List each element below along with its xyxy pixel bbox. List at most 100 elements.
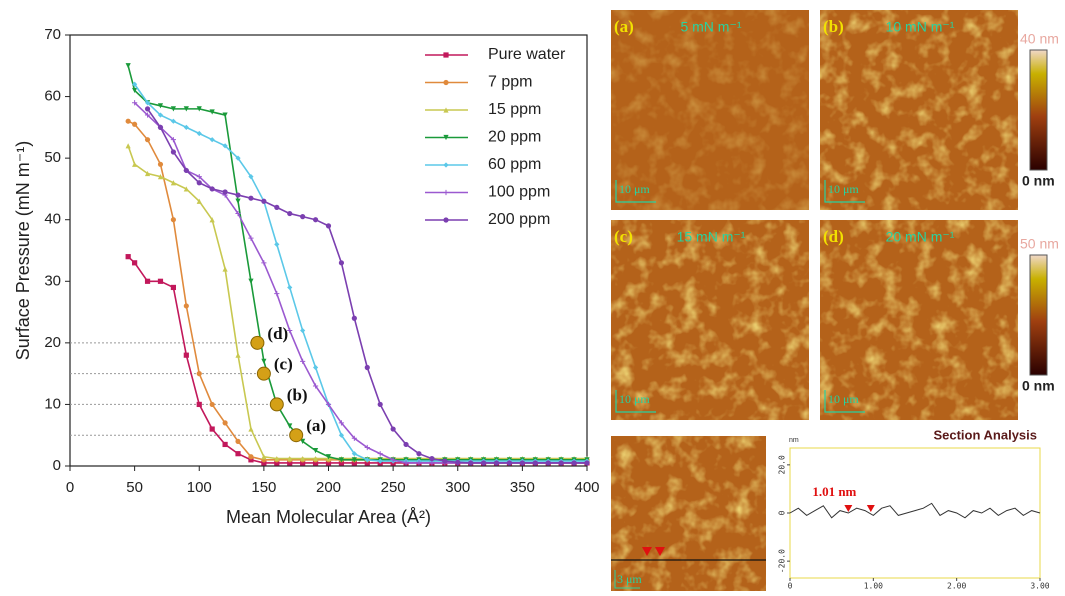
marker [545, 460, 551, 466]
marker [183, 186, 189, 192]
marker [248, 235, 254, 241]
pressure-label: 20 mN m⁻¹ [886, 229, 955, 245]
marker [248, 278, 254, 284]
scale-bar [614, 570, 640, 589]
marker [338, 260, 345, 266]
marker [261, 198, 267, 204]
marker [235, 155, 241, 161]
marker [261, 460, 267, 466]
marker [157, 112, 164, 118]
marker [196, 371, 202, 377]
pressure-label: 5 mN m⁻¹ [680, 19, 741, 35]
x-tick-label: 0 [788, 582, 793, 591]
marker [209, 186, 215, 192]
marker [274, 456, 280, 462]
pressure-label: 15 mN m⁻¹ [677, 229, 746, 245]
marker [493, 460, 500, 466]
marker [390, 457, 396, 463]
legend-label: Pure water [488, 46, 566, 63]
x-tick-label: 0 [66, 479, 74, 496]
marker [338, 420, 345, 426]
y-tick-label: 20.0 [778, 455, 787, 474]
colorbar-min: 0 nm [1022, 378, 1055, 394]
marker [209, 426, 215, 432]
marker [443, 107, 449, 113]
marker [183, 106, 189, 112]
marker [443, 134, 449, 141]
panel-label: (c) [614, 227, 633, 246]
afm-texture [611, 220, 809, 420]
marker [132, 81, 138, 87]
x-tick-label: 400 [574, 479, 599, 496]
marker [325, 401, 332, 408]
marker [261, 260, 267, 266]
legend-label: 100 ppm [488, 184, 550, 201]
x-tick-label: 150 [251, 479, 276, 496]
marker [312, 460, 319, 466]
marker [132, 161, 138, 167]
marker [235, 438, 241, 444]
marker [157, 174, 164, 180]
marker [338, 457, 345, 463]
isotherm-chart: 0 10 20 30 40 50 60 70 0 50 100 150 200 250 300 350 400 M… [13, 26, 600, 527]
marker [300, 460, 306, 466]
panel-label: (a) [614, 17, 634, 36]
marker [132, 100, 138, 106]
marker [338, 432, 345, 438]
x-tick-label: 350 [510, 479, 535, 496]
marker [287, 460, 293, 466]
colorbar-min: 0 nm [1022, 173, 1055, 189]
marker [481, 460, 487, 466]
marker [300, 358, 306, 364]
y-tick-label: 30 [44, 272, 61, 289]
marker [403, 460, 409, 466]
annotation-point [289, 428, 304, 443]
marker [157, 278, 164, 284]
scale-bar [615, 390, 656, 413]
y-tick-label: 10 [44, 395, 61, 412]
marker [196, 180, 202, 186]
marker [222, 266, 228, 272]
marker [125, 143, 131, 149]
marker [584, 460, 590, 466]
legend-label: 200 ppm [488, 211, 550, 228]
marker [157, 161, 164, 167]
x-axis-label: Mean Molecular Area (Å²) [226, 507, 431, 527]
marker [274, 241, 280, 247]
marker [287, 284, 293, 291]
marker [125, 118, 131, 124]
marker [377, 458, 383, 464]
y-tick-label: 70 [44, 26, 61, 43]
marker [261, 358, 267, 364]
marker [274, 460, 280, 466]
x-tick-label: 2.00 [947, 582, 966, 591]
marker [403, 441, 409, 448]
afm-texture [820, 10, 1018, 210]
annotation-point [256, 366, 271, 381]
marker [312, 456, 319, 462]
marker [144, 170, 151, 177]
marker [455, 459, 461, 465]
marker [170, 180, 176, 186]
marker [170, 149, 176, 155]
y-tick-label: 60 [44, 88, 61, 105]
marker [235, 198, 241, 204]
marker [170, 118, 176, 124]
marker [351, 457, 357, 463]
legend-label: 15 ppm [488, 101, 541, 118]
y-tick-label: 0 [778, 510, 787, 515]
section-marker [844, 505, 853, 512]
pressure-label: 10 mN m⁻¹ [886, 19, 955, 35]
panel-label: (b) [823, 17, 844, 36]
marker [364, 364, 370, 371]
marker [300, 214, 306, 220]
marker [222, 441, 228, 448]
marker [248, 426, 254, 432]
legend-label: 20 ppm [488, 129, 541, 146]
legend-label: 60 ppm [488, 156, 541, 173]
marker [351, 451, 357, 457]
y-tick-label: 0 [53, 457, 61, 474]
marker [274, 204, 280, 210]
annotation-label: (d) [267, 324, 288, 343]
